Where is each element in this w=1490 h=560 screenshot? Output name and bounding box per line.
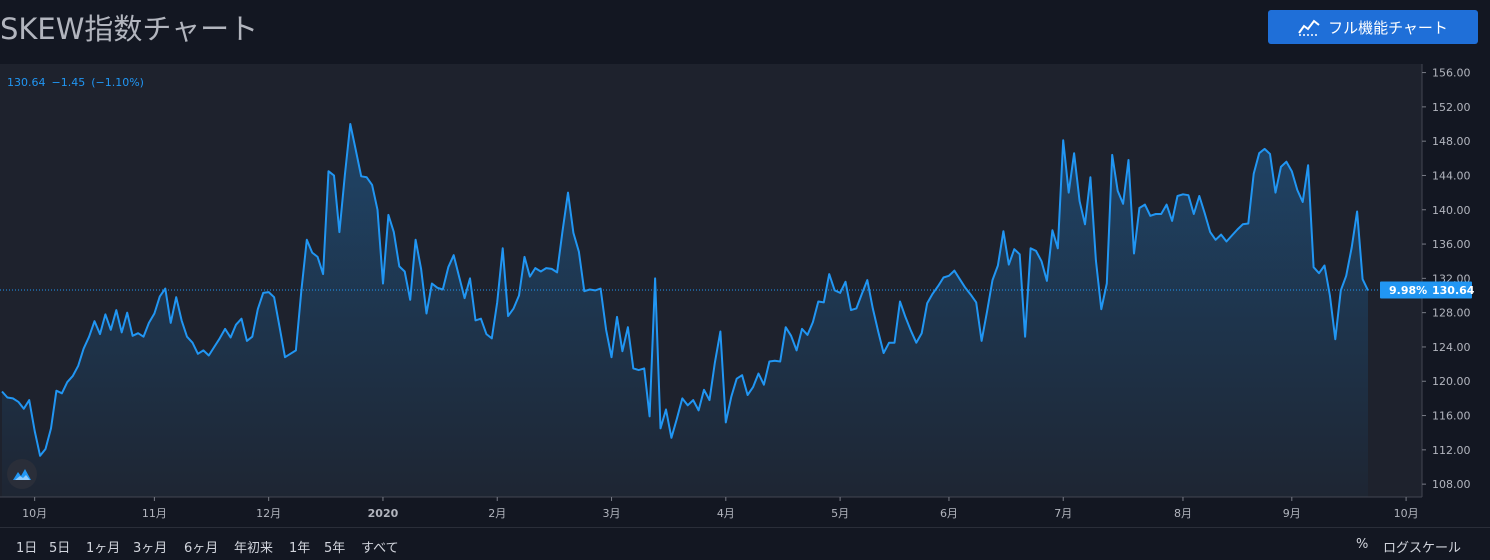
price-readout: 130.64 −1.45 (−1.10%) [7, 76, 150, 89]
y-tick-label: 144.00 [1432, 169, 1471, 182]
price-tag-value: 130.64 [1432, 284, 1475, 297]
x-tick-label: 3月 [603, 507, 621, 520]
range-6m-button[interactable]: 6ヶ月 [184, 541, 219, 556]
y-tick-label: 148.00 [1432, 135, 1471, 148]
page-title: SKEW指数チャート [0, 12, 259, 46]
range-all-button[interactable]: すべて [361, 541, 399, 556]
y-tick-label: 116.00 [1432, 410, 1471, 423]
x-tick-label: 12月 [256, 507, 281, 520]
y-tick-label: 156.00 [1432, 67, 1471, 80]
range-1m-button[interactable]: 1ヶ月 [86, 541, 121, 556]
series-line [1, 123, 1369, 457]
y-tick-label: 140.00 [1432, 204, 1471, 217]
x-tick-label: 10月 [1394, 507, 1419, 520]
readout-change-pct: (−1.10%) [91, 76, 144, 89]
y-tick-label: 124.00 [1432, 341, 1471, 354]
chart-line-icon [1298, 19, 1320, 36]
range-3m-button[interactable]: 3ヶ月 [133, 541, 168, 556]
range-ytd-button[interactable]: 年初来 [234, 541, 274, 556]
readout-last: 130.64 [7, 76, 46, 89]
y-tick-label: 136.00 [1432, 238, 1471, 251]
series-area [2, 124, 1368, 497]
y-tick-label: 152.00 [1432, 101, 1471, 114]
full-chart-label: フル機能チャート [1328, 18, 1448, 37]
x-tick-label: 2020 [368, 507, 399, 520]
x-tick-label: 2月 [488, 507, 506, 520]
x-tick-label: 7月 [1054, 507, 1072, 520]
x-tick-label: 6月 [940, 507, 958, 520]
x-tick-label: 8月 [1174, 507, 1192, 520]
range-5y-button[interactable]: 5年 [324, 541, 346, 556]
price-tag-pct: 9.98% [1389, 284, 1427, 297]
percent-scale-button[interactable]: % [1356, 537, 1369, 552]
range-toolbar: 1日 5日 1ヶ月 3ヶ月 6ヶ月 年初来 1年 5年 すべて % ログスケール [0, 527, 1490, 560]
x-tick-label: 9月 [1283, 507, 1301, 520]
range-1d-button[interactable]: 1日 [16, 541, 38, 556]
range-1y-button[interactable]: 1年 [289, 541, 311, 556]
chart-area[interactable]: 108.00 112.00 116.00 120.00 124.00 128.00 132.… [0, 64, 1490, 526]
x-tick-label: 10月 [22, 507, 47, 520]
tradingview-cloud-icon[interactable] [7, 459, 37, 489]
x-tick-label: 11月 [142, 507, 167, 520]
y-tick-label: 128.00 [1432, 307, 1471, 320]
y-tick-label: 120.00 [1432, 375, 1471, 388]
range-5d-button[interactable]: 5日 [49, 541, 71, 556]
x-tick-label: 4月 [717, 507, 735, 520]
readout-change: −1.45 [51, 76, 86, 89]
price-tag [1380, 281, 1472, 299]
skew-chart[interactable]: 108.00112.00116.00120.00124.00128.00132.… [0, 64, 1490, 526]
full-chart-button[interactable]: フル機能チャート [1268, 10, 1478, 44]
y-tick-label: 108.00 [1432, 478, 1471, 491]
log-scale-button[interactable]: ログスケール [1383, 541, 1462, 556]
x-tick-label: 5月 [831, 507, 849, 520]
y-tick-label: 112.00 [1432, 444, 1471, 457]
